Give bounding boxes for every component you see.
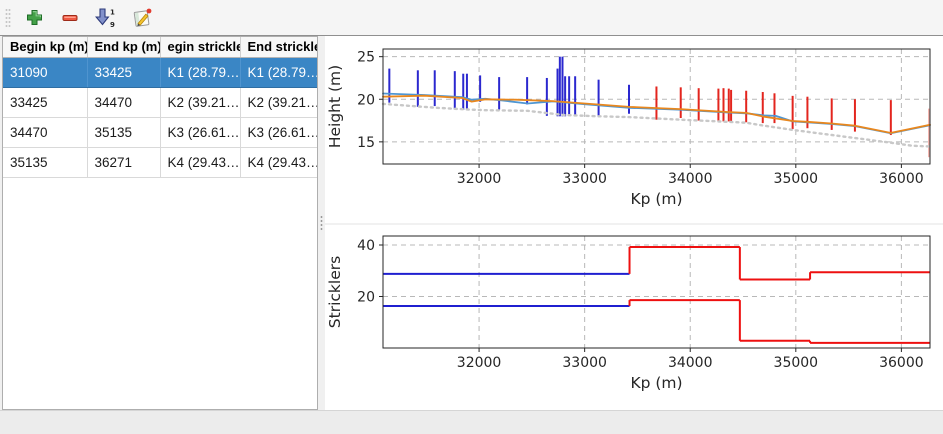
table-cell[interactable]: K4 (29.43… (240, 147, 317, 178)
plus-icon (26, 10, 42, 25)
sort-badge-top: 1 (110, 8, 115, 16)
svg-text:32000: 32000 (457, 171, 502, 187)
sort-badge-bottom: 9 (110, 21, 115, 29)
table-cell[interactable]: K2 (39.21… (240, 87, 317, 118)
svg-text:35000: 35000 (774, 171, 819, 187)
table-cell[interactable]: 35135 (87, 117, 161, 148)
svg-text:34000: 34000 (668, 355, 713, 371)
table-cell[interactable]: 36271 (87, 147, 161, 178)
svg-text:Stricklers: Stricklers (326, 256, 344, 328)
toolbar-grip[interactable] (4, 7, 12, 29)
column-header-0[interactable]: Begin kp (m) (3, 37, 88, 58)
table-cell[interactable]: 33425 (87, 56, 161, 88)
svg-text:36000: 36000 (879, 355, 924, 371)
svg-text:20: 20 (357, 92, 375, 108)
table-body: 31090 33425 K1 (28.79… K1 (28.79… 33425 34470… (3, 56, 317, 178)
chart-divider (325, 223, 943, 225)
table-cell[interactable]: K3 (26.61… (240, 117, 317, 148)
panel-splitter[interactable] (318, 36, 325, 410)
plots-panel: 32000 33000 34000 35000 36000 15 20 25 Kp (m) Hei… (325, 36, 943, 410)
svg-text:15: 15 (357, 135, 375, 151)
column-header-1[interactable]: End kp (m) (87, 37, 161, 58)
grip-dots-icon (5, 8, 11, 27)
remove-row-button[interactable] (56, 4, 84, 32)
svg-text:34000: 34000 (668, 171, 713, 187)
strickler-zones-table: Begin kp (m) End kp (m) egin strickle End s… (3, 37, 317, 178)
svg-text:Kp (m): Kp (m) (630, 374, 682, 392)
table-row[interactable]: 35135 36271 K4 (29.43… K4 (29.43… (3, 147, 317, 178)
toolbar: 1 9 (0, 0, 943, 36)
table-cell[interactable]: 35135 (3, 147, 88, 178)
svg-text:40: 40 (357, 238, 375, 254)
svg-text:Kp (m): Kp (m) (630, 190, 682, 208)
svg-text:25: 25 (357, 50, 375, 66)
edit-button[interactable] (128, 4, 156, 32)
edit-icon (133, 8, 152, 27)
height-profile-chart[interactable]: 32000 33000 34000 35000 36000 15 20 25 Kp (m) Hei… (325, 36, 943, 223)
main-content: Begin kp (m) End kp (m) egin strickle End s… (0, 36, 943, 410)
splitter-handle-icon (320, 215, 323, 231)
table-row[interactable]: 33425 34470 K2 (39.21… K2 (39.21… (3, 87, 317, 118)
svg-text:33000: 33000 (562, 355, 607, 371)
add-row-button[interactable] (20, 4, 48, 32)
status-bar (0, 410, 943, 434)
minus-icon (62, 14, 78, 21)
svg-text:Height (m): Height (m) (326, 65, 344, 148)
column-header-3[interactable]: End strickler (240, 37, 317, 58)
svg-text:35000: 35000 (774, 355, 819, 371)
table-cell[interactable]: 31090 (3, 56, 88, 88)
table-cell[interactable]: 33425 (3, 87, 88, 118)
sort-numeric-icon: 1 9 (95, 7, 115, 29)
svg-text:36000: 36000 (879, 171, 924, 187)
table-header-row: Begin kp (m) End kp (m) egin strickle End s… (3, 37, 317, 58)
table-cell[interactable]: K3 (26.61… (160, 117, 241, 148)
sort-numeric-button[interactable]: 1 9 (92, 4, 120, 32)
svg-text:33000: 33000 (562, 171, 607, 187)
svg-text:20: 20 (357, 290, 375, 306)
table-cell[interactable]: 34470 (87, 87, 161, 118)
stricklers-chart[interactable]: 32000 33000 34000 35000 36000 20 40 Kp (m) Stric… (325, 225, 943, 410)
table-cell[interactable]: K2 (39.21… (160, 87, 241, 118)
table-row[interactable]: 31090 33425 K1 (28.79… K1 (28.79… (3, 56, 317, 88)
table-row[interactable]: 34470 35135 K3 (26.61… K3 (26.61… (3, 117, 317, 148)
strickler-zones-panel: Begin kp (m) End kp (m) egin strickle End s… (2, 36, 318, 410)
table-cell[interactable]: K1 (28.79… (240, 56, 317, 88)
column-header-2[interactable]: egin strickle (160, 37, 241, 58)
svg-text:32000: 32000 (457, 355, 502, 371)
table-cell[interactable]: 34470 (3, 117, 88, 148)
table-cell[interactable]: K1 (28.79… (160, 56, 241, 88)
table-cell[interactable]: K4 (29.43… (160, 147, 241, 178)
